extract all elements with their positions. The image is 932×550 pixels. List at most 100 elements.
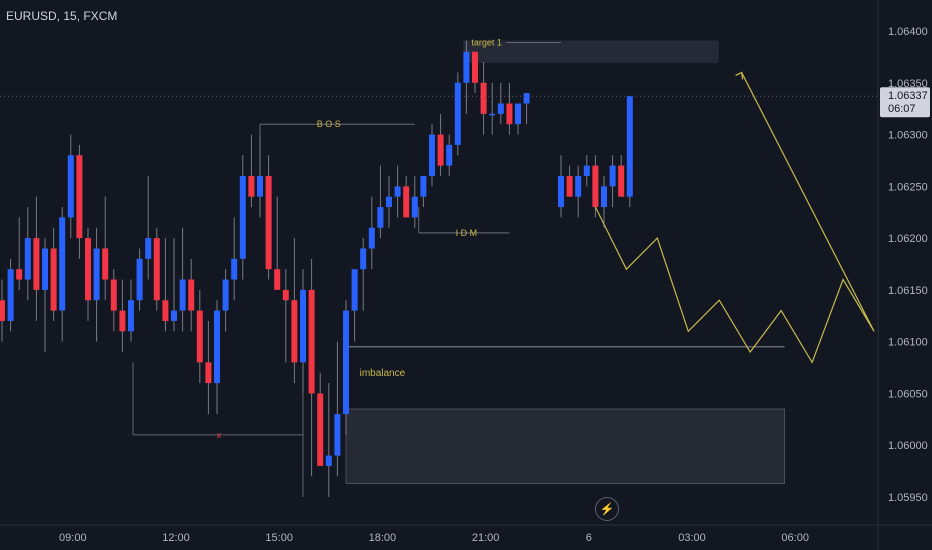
candle: [76, 155, 83, 239]
y-tick-label: 1.06350: [888, 78, 928, 90]
imbalance-label: imbalance: [360, 368, 406, 379]
bos-label: B O S: [317, 119, 341, 129]
candle: [454, 82, 461, 145]
candle: [360, 248, 367, 270]
candle: [308, 289, 315, 394]
candle: [16, 269, 23, 280]
y-tick-label: 1.06300: [888, 130, 928, 142]
candle: [153, 238, 160, 301]
projection-path: [594, 72, 875, 364]
projection-arrowhead: [735, 71, 744, 80]
current-price-badge: [880, 87, 930, 118]
candle: [463, 51, 470, 83]
candle: [592, 165, 599, 208]
candle: [291, 300, 298, 363]
candle: [583, 165, 590, 176]
candle: [386, 196, 392, 208]
candle: [472, 51, 478, 83]
candle: [394, 186, 401, 197]
candle: [205, 362, 212, 384]
candle: [33, 238, 40, 290]
candle: [110, 279, 117, 311]
x-tick-label: 06:00: [781, 532, 809, 544]
idm-label: I D M: [456, 228, 478, 238]
candle: [50, 248, 57, 311]
target-label: target 1: [471, 38, 502, 48]
candle: [437, 134, 444, 166]
candle: [102, 248, 109, 280]
candle: [446, 144, 453, 166]
candle: [136, 258, 143, 301]
candle: [334, 414, 341, 456]
candle: [325, 455, 332, 466]
candle: [515, 103, 521, 125]
x-tick-label: 21:00: [472, 532, 500, 544]
annotations: target 1 B O S I D M imbalance x: [217, 38, 875, 440]
candle: [368, 227, 375, 249]
candle: [257, 175, 263, 197]
candle: [420, 175, 427, 197]
candle: [377, 207, 384, 228]
candle: [231, 258, 238, 280]
candle: [411, 196, 418, 218]
x-tick-label: 6: [586, 532, 592, 544]
x-tick-label: 18:00: [369, 532, 397, 544]
candle: [609, 165, 616, 187]
candle: [300, 289, 306, 363]
candle: [0, 300, 5, 321]
candle: [489, 113, 496, 116]
candle: [497, 103, 504, 114]
candle: [119, 310, 126, 332]
candle: [171, 310, 177, 321]
candle: [480, 82, 487, 114]
y-tick-label: 1.06200: [888, 233, 928, 245]
x-tick-label: 03:00: [678, 532, 706, 544]
candle: [523, 93, 530, 104]
symbol-title: EURUSD, 15, FXCM: [6, 9, 118, 23]
y-tick-label: 1.06250: [888, 181, 928, 193]
candle: [558, 175, 564, 208]
imbalance-zone: [345, 408, 785, 484]
x-tick-label: 09:00: [59, 532, 87, 544]
candle: [128, 300, 134, 332]
candle: [85, 238, 91, 301]
candle: [274, 269, 281, 290]
candle: [282, 289, 289, 301]
candle: [239, 175, 246, 259]
y-tick-label: 1.06400: [888, 26, 928, 38]
candle: [248, 175, 255, 197]
candle: [7, 269, 14, 321]
candle: [214, 310, 220, 384]
candle: [42, 248, 48, 290]
y-tick-label: 1.06000: [888, 440, 928, 452]
candle: [317, 393, 324, 466]
candle: [265, 175, 272, 270]
chart-zones: [132, 40, 785, 497]
x-tick-label: 15:00: [265, 532, 293, 544]
candle: [59, 217, 66, 311]
candle: [566, 175, 573, 197]
candle: [618, 165, 625, 197]
candle: [67, 155, 74, 218]
y-tick-label: 1.06100: [888, 337, 928, 349]
candles: [0, 51, 633, 497]
candle: [145, 238, 152, 259]
target-zone: [463, 40, 719, 63]
y-tick-label: 1.06050: [888, 388, 928, 400]
x-tick-label: 12:00: [162, 532, 190, 544]
candle: [575, 175, 582, 197]
x-label: x: [217, 430, 222, 440]
candle: [429, 134, 435, 176]
candle: [343, 310, 349, 415]
candle: [626, 96, 633, 197]
candle: [93, 248, 100, 301]
current-price-value: 1.06337: [888, 90, 928, 102]
candle: [188, 279, 195, 311]
y-tick-label: 1.05950: [888, 492, 928, 504]
candle: [222, 279, 229, 311]
lightning-icon[interactable]: ⚡: [595, 497, 619, 521]
countdown-value: 06:07: [888, 103, 916, 115]
candle: [162, 300, 169, 321]
candle: [506, 103, 513, 125]
